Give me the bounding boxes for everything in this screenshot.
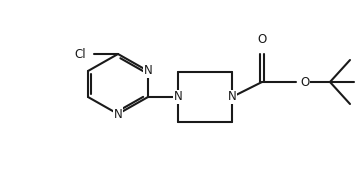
- Text: N: N: [144, 64, 153, 77]
- Text: N: N: [114, 107, 122, 120]
- Text: Cl: Cl: [74, 48, 86, 61]
- Text: N: N: [174, 90, 182, 104]
- Text: O: O: [257, 33, 266, 46]
- Text: N: N: [228, 90, 236, 104]
- Text: O: O: [300, 75, 309, 88]
